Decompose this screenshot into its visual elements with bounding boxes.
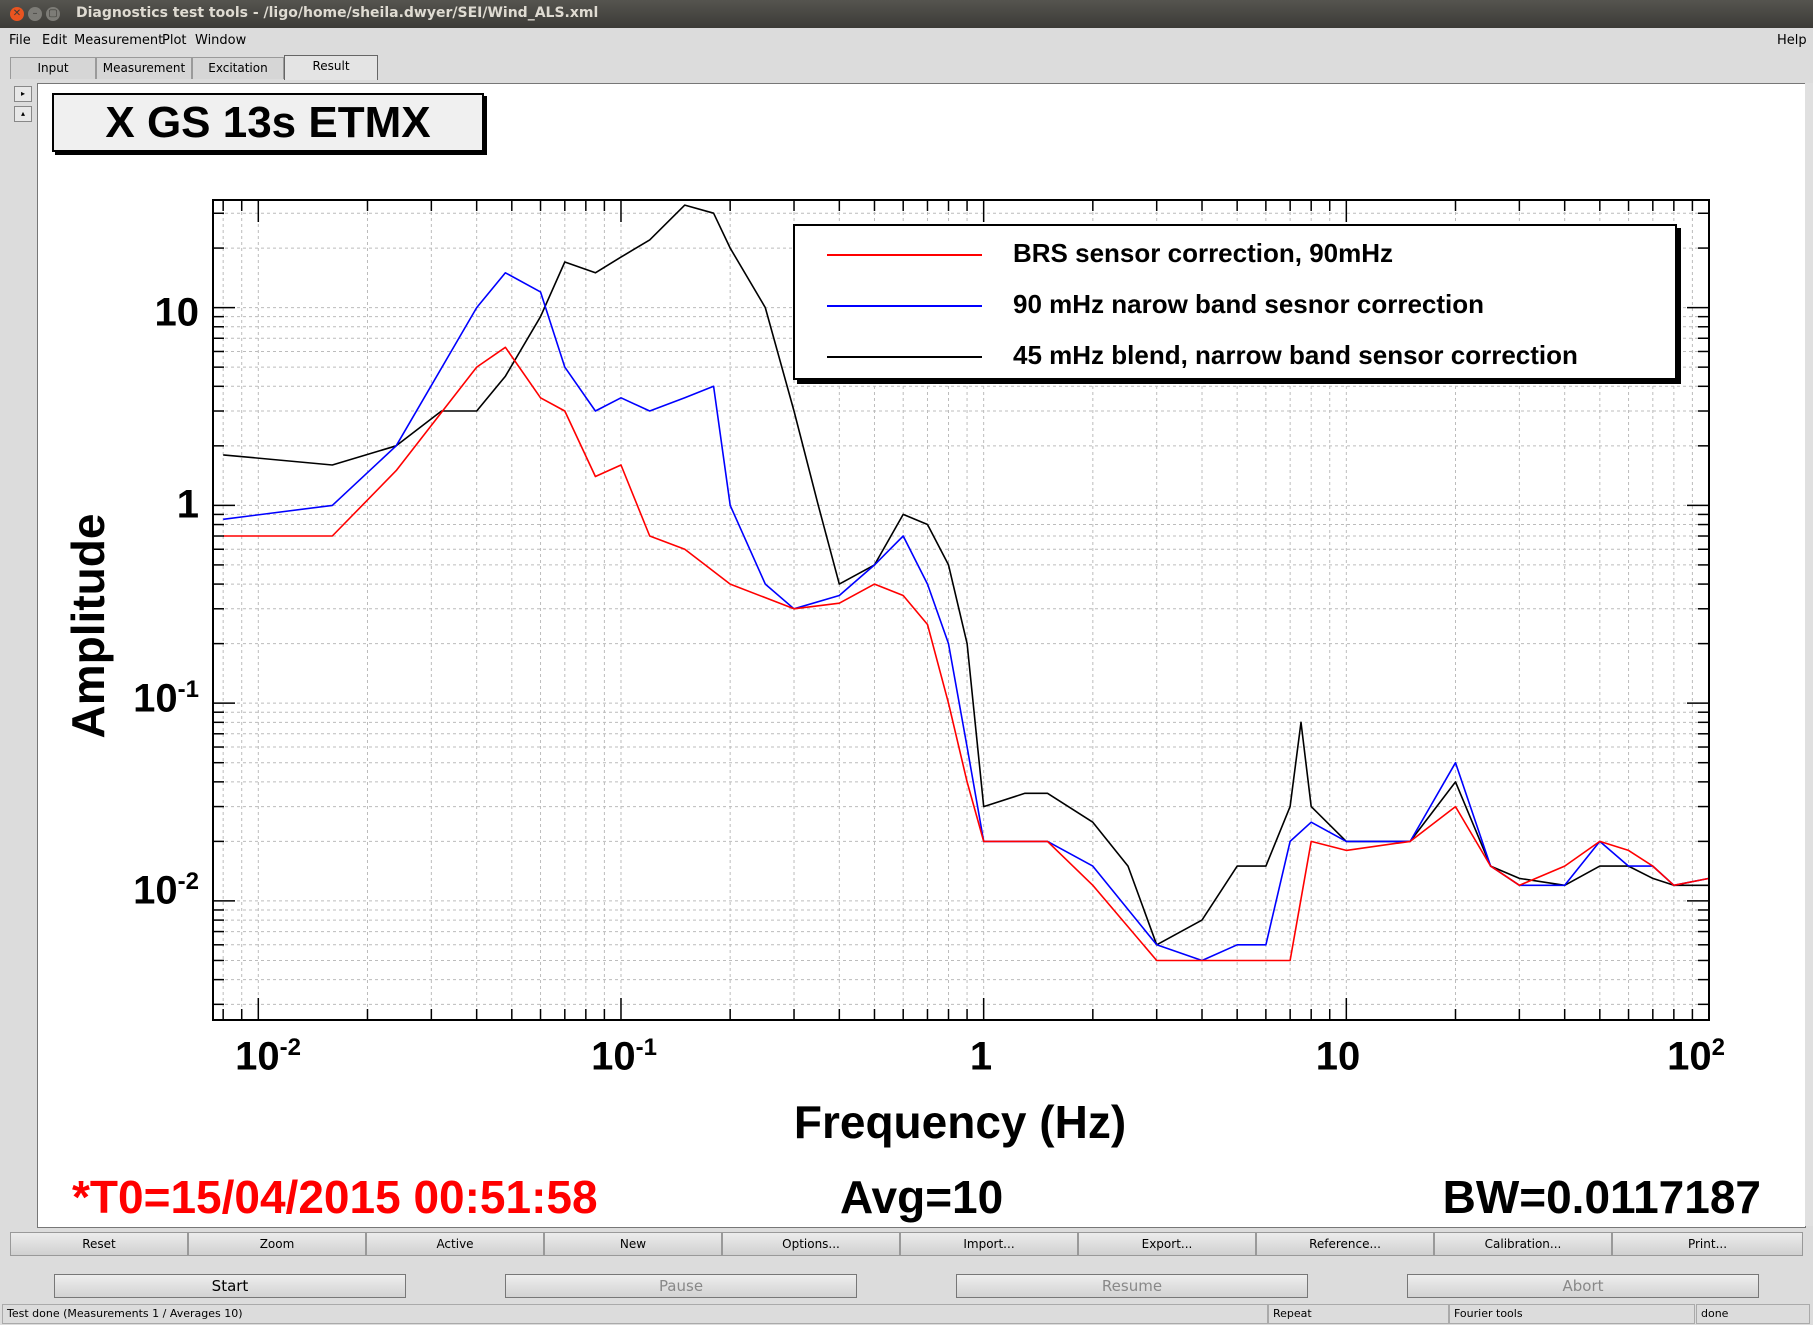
start-button[interactable]: Start bbox=[54, 1274, 406, 1298]
calibration-button[interactable]: Calibration... bbox=[1434, 1232, 1612, 1256]
legend-entry: BRS sensor correction, 90mHz bbox=[795, 234, 1675, 274]
status-bar: Test done (Measurements 1 / Averages 10)… bbox=[0, 1304, 1813, 1325]
y-axis-label: Amplitude bbox=[62, 513, 114, 739]
tab-result[interactable]: Result bbox=[284, 55, 378, 80]
legend-label: 45 mHz blend, narrow band sensor correct… bbox=[1013, 340, 1578, 370]
reset-button[interactable]: Reset bbox=[10, 1232, 188, 1256]
status-message: Test done (Measurements 1 / Averages 10) bbox=[2, 1304, 1268, 1324]
legend-swatch bbox=[827, 254, 982, 256]
maximize-window-icon[interactable]: ▢ bbox=[46, 7, 60, 21]
legend-entry: 90 mHz narow band sesnor correction bbox=[795, 285, 1675, 325]
legend-label: BRS sensor correction, 90mHz bbox=[1013, 238, 1394, 268]
legend-entry: 45 mHz blend, narrow band sensor correct… bbox=[795, 336, 1675, 376]
export-button[interactable]: Export... bbox=[1078, 1232, 1256, 1256]
y-tick-label: 10-1 bbox=[133, 676, 199, 721]
t0-timestamp: *T0=15/04/2015 00:51:58 bbox=[72, 1171, 598, 1223]
status-mode: Repeat bbox=[1268, 1304, 1449, 1324]
pause-button[interactable]: Pause bbox=[505, 1274, 857, 1298]
menu-plot[interactable]: Plot bbox=[162, 33, 187, 48]
collapse-arrow-icon[interactable]: ▴ bbox=[14, 106, 32, 122]
average-count: Avg=10 bbox=[840, 1171, 1004, 1223]
plot-title: X GS 13s ETMX bbox=[52, 93, 484, 152]
abort-button[interactable]: Abort bbox=[1407, 1274, 1759, 1298]
zoom-button[interactable]: Zoom bbox=[188, 1232, 366, 1256]
x-tick-label: 1 bbox=[969, 1034, 993, 1079]
vertical-scrollbar[interactable] bbox=[1805, 83, 1813, 1226]
x-tick-label: 10 bbox=[1315, 1034, 1361, 1079]
active-button[interactable]: Active bbox=[366, 1232, 544, 1256]
x-tick-label: 102 bbox=[1667, 1034, 1725, 1079]
import-button[interactable]: Import... bbox=[900, 1232, 1078, 1256]
reference-button[interactable]: Reference... bbox=[1256, 1232, 1434, 1256]
legend-swatch bbox=[827, 356, 982, 358]
status-tool: Fourier tools bbox=[1449, 1304, 1695, 1324]
plot-toolbar: Reset Zoom Active New Options... Import.… bbox=[10, 1232, 1803, 1256]
options-button[interactable]: Options... bbox=[722, 1232, 900, 1256]
new-button[interactable]: New bbox=[544, 1232, 722, 1256]
menu-measurement[interactable]: Measurement bbox=[74, 33, 164, 48]
window-title: Diagnostics test tools - /ligo/home/shei… bbox=[76, 5, 599, 21]
tab-measurement[interactable]: Measurement bbox=[96, 57, 192, 79]
y-tick-label: 10-2 bbox=[133, 868, 199, 913]
window-titlebar: ✕ – ▢ Diagnostics test tools - /ligo/hom… bbox=[0, 0, 1813, 28]
legend-label: 90 mHz narow band sesnor correction bbox=[1013, 289, 1485, 319]
x-tick-label: 10-2 bbox=[235, 1034, 301, 1079]
y-tick-label: 10 bbox=[154, 290, 200, 335]
chart-legend: BRS sensor correction, 90mHz 90 mHz naro… bbox=[793, 224, 1677, 380]
minimize-window-icon[interactable]: – bbox=[28, 7, 42, 21]
legend-swatch bbox=[827, 305, 982, 307]
status-state: done bbox=[1696, 1304, 1810, 1324]
close-window-icon[interactable]: ✕ bbox=[10, 7, 24, 21]
tab-excitation[interactable]: Excitation bbox=[192, 57, 284, 79]
menu-help[interactable]: Help bbox=[1777, 33, 1807, 48]
resume-button[interactable]: Resume bbox=[956, 1274, 1308, 1298]
menu-edit[interactable]: Edit bbox=[42, 33, 68, 48]
x-axis-label: Frequency (Hz) bbox=[793, 1096, 1127, 1148]
y-tick-label: 1 bbox=[176, 482, 199, 527]
print-button[interactable]: Print... bbox=[1612, 1232, 1803, 1256]
menu-file[interactable]: File bbox=[9, 33, 31, 48]
expand-arrow-icon[interactable]: ▸ bbox=[14, 86, 32, 102]
x-tick-label: 10-1 bbox=[591, 1034, 657, 1079]
bandwidth-readout: BW=0.0117187 bbox=[1442, 1171, 1761, 1223]
menu-window[interactable]: Window bbox=[195, 33, 247, 48]
menu-bar: File Edit Measurement Plot Window Help bbox=[0, 30, 1813, 52]
tab-input[interactable]: Input bbox=[10, 57, 96, 79]
